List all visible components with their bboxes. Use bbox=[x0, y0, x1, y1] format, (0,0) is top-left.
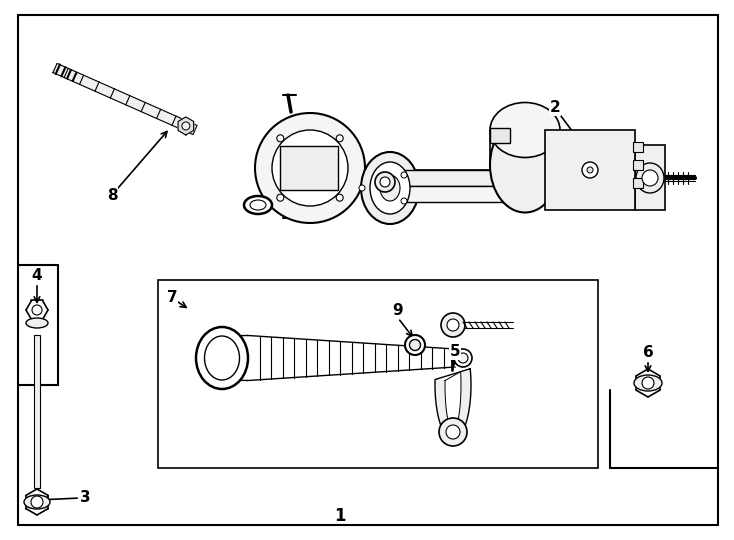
Circle shape bbox=[401, 172, 407, 178]
Ellipse shape bbox=[244, 196, 272, 214]
Circle shape bbox=[277, 135, 284, 142]
Ellipse shape bbox=[454, 349, 472, 367]
Text: 2: 2 bbox=[550, 100, 560, 116]
Text: 5: 5 bbox=[450, 345, 460, 360]
Circle shape bbox=[32, 305, 42, 315]
Bar bbox=[280, 146, 338, 190]
Bar bbox=[633, 178, 643, 188]
Circle shape bbox=[401, 198, 407, 204]
Ellipse shape bbox=[196, 327, 248, 389]
Circle shape bbox=[447, 319, 459, 331]
Circle shape bbox=[587, 167, 593, 173]
Circle shape bbox=[277, 194, 284, 201]
Ellipse shape bbox=[380, 175, 400, 201]
Polygon shape bbox=[178, 117, 194, 135]
Ellipse shape bbox=[361, 152, 419, 224]
Ellipse shape bbox=[490, 103, 560, 158]
Circle shape bbox=[441, 313, 465, 337]
Text: 3: 3 bbox=[80, 490, 90, 505]
Circle shape bbox=[336, 194, 344, 201]
Circle shape bbox=[255, 113, 365, 223]
Bar bbox=[19, 266, 58, 384]
Ellipse shape bbox=[490, 118, 560, 213]
Bar bbox=[490, 128, 510, 143]
Bar bbox=[34, 335, 40, 488]
Bar bbox=[390, 170, 590, 186]
Text: 1: 1 bbox=[334, 507, 346, 525]
Ellipse shape bbox=[205, 336, 239, 380]
Circle shape bbox=[31, 496, 43, 508]
Circle shape bbox=[582, 162, 598, 178]
Bar bbox=[390, 186, 590, 202]
Text: 6: 6 bbox=[643, 345, 653, 360]
Bar bbox=[545, 130, 635, 210]
Ellipse shape bbox=[410, 340, 421, 350]
Ellipse shape bbox=[458, 353, 468, 363]
Polygon shape bbox=[435, 369, 471, 440]
Circle shape bbox=[446, 425, 460, 439]
Circle shape bbox=[380, 177, 390, 187]
Ellipse shape bbox=[634, 375, 662, 391]
Circle shape bbox=[642, 170, 658, 186]
Ellipse shape bbox=[405, 335, 425, 355]
Bar bbox=[633, 160, 643, 170]
Polygon shape bbox=[53, 63, 197, 134]
Bar bbox=[158, 280, 598, 468]
Ellipse shape bbox=[636, 163, 664, 193]
Bar bbox=[633, 142, 643, 152]
Ellipse shape bbox=[370, 162, 410, 214]
Circle shape bbox=[182, 122, 190, 130]
Ellipse shape bbox=[26, 318, 48, 328]
Circle shape bbox=[272, 130, 348, 206]
Circle shape bbox=[375, 172, 395, 192]
Circle shape bbox=[359, 185, 365, 191]
Bar bbox=[635, 145, 665, 210]
Ellipse shape bbox=[250, 200, 266, 210]
Text: 9: 9 bbox=[393, 303, 403, 318]
Ellipse shape bbox=[24, 495, 50, 509]
Circle shape bbox=[439, 418, 467, 446]
Circle shape bbox=[642, 377, 654, 389]
Circle shape bbox=[336, 135, 344, 142]
Text: 8: 8 bbox=[106, 187, 117, 202]
Text: 7: 7 bbox=[167, 291, 178, 306]
Text: 4: 4 bbox=[32, 268, 43, 283]
